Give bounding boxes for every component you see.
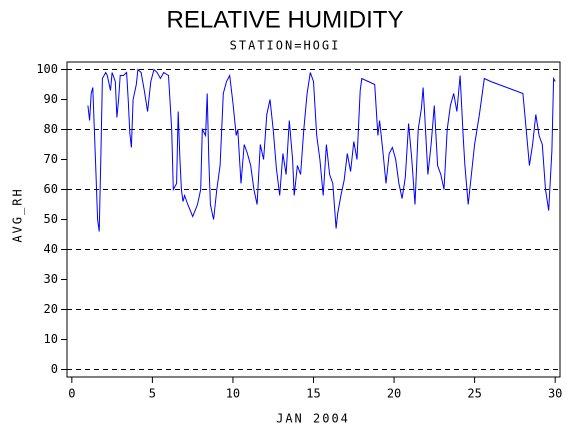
- x-tick-label: 15: [306, 387, 320, 401]
- chart-subtitle: STATION=HOGI: [230, 39, 341, 53]
- x-tick-label: 10: [226, 387, 240, 401]
- y-tick-label: 90: [44, 92, 58, 106]
- y-tick-label: 20: [44, 302, 58, 316]
- y-tick-label: 80: [44, 122, 58, 136]
- y-axis-label: AVG_RH: [11, 187, 25, 242]
- y-tick-label: 100: [36, 62, 58, 76]
- y-tick-label: 60: [44, 182, 58, 196]
- chart-title: RELATIVE HUMIDITY: [167, 6, 404, 33]
- x-tick-label: 20: [387, 387, 401, 401]
- x-tick-label: 5: [149, 387, 156, 401]
- data-line: [87, 68, 556, 232]
- x-tick-label: 30: [548, 387, 562, 401]
- x-tick-label: 0: [68, 387, 75, 401]
- x-tick-label: 25: [467, 387, 481, 401]
- y-tick-label: 70: [44, 152, 58, 166]
- y-tick-label: 50: [44, 212, 58, 226]
- y-tick-label: 10: [44, 332, 58, 346]
- plot-frame: [66, 61, 561, 378]
- y-tick-label: 40: [44, 242, 58, 256]
- x-axis-label: JAN 2004: [276, 412, 350, 426]
- y-tick-label: 30: [44, 272, 58, 286]
- y-tick-label: 0: [51, 362, 58, 376]
